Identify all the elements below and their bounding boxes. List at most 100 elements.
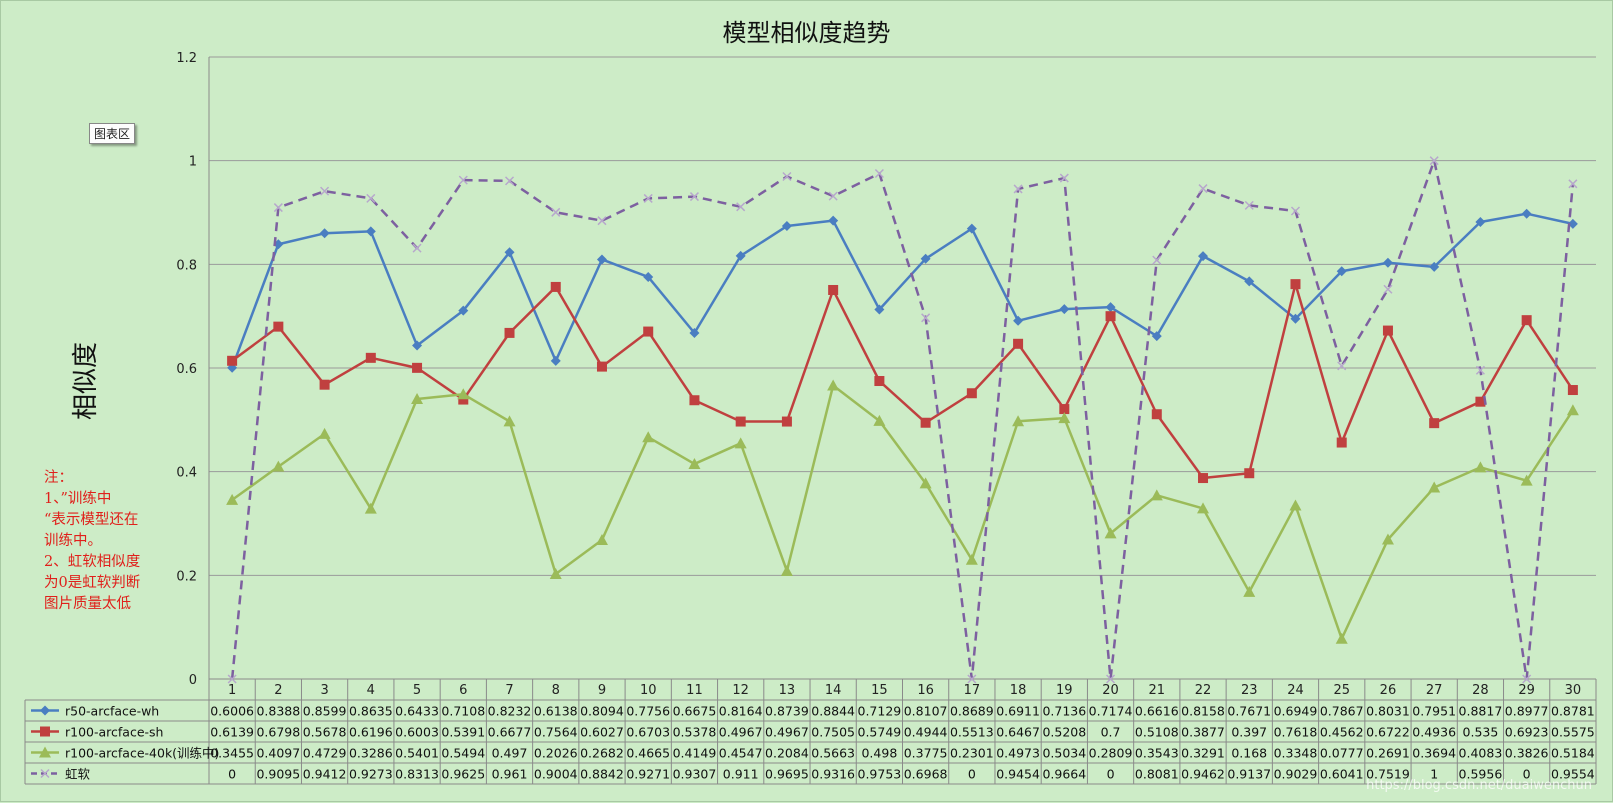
point-1 [227,355,238,366]
x-tick-label: 7 [505,683,513,698]
data-label: 0.2084 [765,746,809,761]
note-line: 2、虹软相似度 [44,554,141,570]
point-4 [365,226,376,237]
point-14 [828,284,839,295]
data-label: 0.3291 [1181,746,1225,761]
point-28 [1475,365,1485,375]
data-label: 0.5208 [1042,725,1086,740]
point-22 [1198,184,1208,194]
point-3 [319,228,330,239]
data-label: 0.6027 [580,725,624,740]
data-label: 0.9273 [349,767,393,782]
point-0 [40,705,50,716]
point-4 [366,193,376,203]
point-8 [549,567,562,579]
data-label: 0.4149 [673,746,717,761]
point-16 [920,417,931,428]
point-16 [919,477,932,489]
point-20 [1105,311,1116,322]
point-30 [1566,404,1579,416]
point-23 [1243,585,1256,597]
point-13 [780,564,793,576]
x-tick-label: 20 [1102,683,1119,698]
data-label: 0.8107 [904,704,948,719]
x-tick-label: 28 [1472,683,1489,698]
data-label: 0.8313 [395,767,439,782]
data-label: 0.6911 [996,704,1040,719]
series-line-3 [231,384,1574,640]
x-tick-label: 18 [1010,683,1027,698]
point-2 [273,203,283,213]
data-label: 0.4097 [256,746,300,761]
point-8 [551,207,561,217]
point-20 [1104,527,1117,539]
point-23 [1244,200,1254,210]
data-label: 0.5401 [395,746,439,761]
data-label: 0.5575 [1551,725,1595,740]
point-7 [504,176,515,186]
data-label: 0.2026 [534,746,578,761]
legend-label: r100-arcface-40k(训练中) [65,746,219,761]
data-label: 0.6677 [488,725,532,740]
point-11 [689,192,699,202]
point-23 [1244,276,1255,287]
point-27 [1429,261,1440,272]
data-label: 0.9695 [765,767,809,782]
point-28 [1475,216,1486,227]
data-label: 0.9307 [673,767,717,782]
point-17 [965,553,978,565]
data-label: 0.397 [1231,725,1267,740]
data-label: 0.7136 [1042,704,1086,719]
data-label: 0.8781 [1551,704,1595,719]
data-label: 0.9753 [858,767,902,782]
data-label: 0.3543 [1135,746,1179,761]
data-label: 0.8031 [1366,704,1410,719]
note-annotation: 注： 1、”训练中 “表示模型还在 训练中。 2、虹软相似度 为0是虹软判断 图… [44,468,164,615]
point-20 [1106,674,1116,684]
legend-label: r100-arcface-sh [65,725,163,740]
data-label: 0.8817 [1459,704,1503,719]
data-label: 0.7951 [1412,704,1456,719]
note-line: 为0是虹软判断 [44,575,141,591]
data-label: 0.2691 [1366,746,1410,761]
data-label: 0.6196 [349,725,393,740]
point-14 [828,191,838,201]
data-label: 0.6433 [395,704,439,719]
point-9 [596,361,607,372]
data-label: 0.3348 [1274,746,1318,761]
point-10 [643,193,653,203]
data-label: 0.8164 [719,704,763,719]
data-label: 0.6722 [1366,725,1410,740]
point-1 [226,493,239,505]
data-label: 0.5663 [811,746,855,761]
data-label: 0.5749 [858,725,902,740]
data-label: 0.5391 [441,725,485,740]
legend-label: 虹软 [65,767,91,782]
x-tick-label: 30 [1565,683,1582,698]
point-11 [688,457,701,469]
point-19 [1059,304,1070,315]
y-tick-label: 0.4 [176,466,197,481]
point-6 [458,394,469,405]
point-8 [550,281,561,292]
data-label: 0.7 [1101,725,1121,740]
point-29 [1520,474,1533,486]
point-12 [734,437,747,449]
data-label: 0.4729 [303,746,347,761]
point-15 [874,168,884,178]
data-label: 0.0777 [1320,746,1364,761]
x-tick-label: 26 [1380,683,1397,698]
data-label: 0.6675 [673,704,717,719]
data-label: 0.5678 [303,725,347,740]
x-tick-label: 27 [1426,683,1443,698]
data-label: 0.497 [492,746,528,761]
point-22 [1198,251,1209,262]
data-label: 0.8977 [1505,704,1549,719]
point-22 [1198,473,1209,484]
data-label: 0.961 [492,767,528,782]
x-tick-label: 29 [1518,683,1535,698]
point-11 [689,395,700,406]
note-line: 训练中。 [44,533,102,549]
point-5 [411,393,424,405]
